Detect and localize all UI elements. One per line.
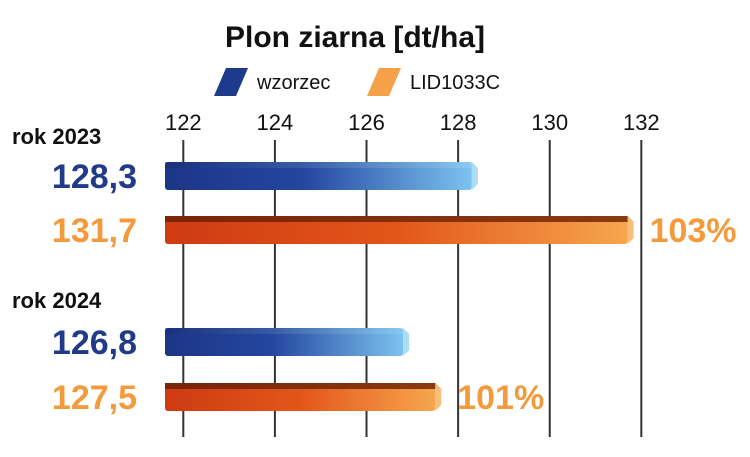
bar-wzorzec-1-face bbox=[165, 162, 472, 190]
x-axis-ticks: 122 124 126 128 130 132 bbox=[165, 110, 660, 135]
percent-label-1: 103% bbox=[650, 212, 737, 250]
tick-label-126: 126 bbox=[348, 110, 385, 135]
bar-lid1033c-1-top bbox=[165, 216, 634, 222]
tick-label-122: 122 bbox=[165, 110, 202, 135]
value-label-wzorzec-1: 128,3 bbox=[52, 158, 137, 196]
percent-label-2: 101% bbox=[457, 379, 544, 417]
bar-lid1033c-2-top bbox=[165, 383, 442, 389]
tick-label-132: 132 bbox=[623, 110, 660, 135]
bar-lid1033c-1-cap bbox=[627, 216, 634, 244]
bars bbox=[165, 162, 634, 411]
bar-lid1033c-2-face bbox=[165, 383, 436, 411]
legend-swatch-lid1033c bbox=[367, 68, 401, 96]
value-label-lid1033c-2: 127,5 bbox=[52, 379, 137, 417]
bar-wzorzec-2 bbox=[165, 328, 410, 356]
tick-label-124: 124 bbox=[257, 110, 294, 135]
bar-wzorzec-1-cap bbox=[471, 162, 478, 190]
bar-lid1033c-2-cap bbox=[435, 383, 442, 411]
value-label-wzorzec-2: 126,8 bbox=[52, 324, 137, 362]
legend-label-lid1033c: LID1033C bbox=[410, 72, 500, 94]
bar-wzorzec-2-top bbox=[165, 328, 410, 334]
bar-lid1033c-1 bbox=[165, 216, 634, 244]
bar-lid1033c-1-face bbox=[165, 216, 628, 244]
legend-swatch-wzorzec bbox=[214, 68, 248, 96]
legend: wzorzec LID1033C bbox=[214, 68, 500, 96]
group-label-1: rok 2023 bbox=[12, 124, 101, 149]
legend-label-wzorzec: wzorzec bbox=[256, 72, 330, 94]
bar-wzorzec-2-cap bbox=[403, 328, 410, 356]
group-label-2: rok 2024 bbox=[12, 288, 102, 313]
bar-lid1033c-2 bbox=[165, 383, 442, 411]
chart-title: Plon ziarna [dt/ha] bbox=[225, 21, 485, 54]
tick-label-128: 128 bbox=[440, 110, 477, 135]
bar-wzorzec-1 bbox=[165, 162, 478, 190]
bar-wzorzec-2-face bbox=[165, 328, 404, 356]
labels: rok 2023 128,3 131,7 103% rok 2024 126,8 127,5… bbox=[12, 124, 737, 417]
bar-wzorzec-1-top bbox=[165, 162, 478, 168]
value-label-lid1033c-1: 131,7 bbox=[52, 212, 137, 250]
tick-label-130: 130 bbox=[531, 110, 568, 135]
